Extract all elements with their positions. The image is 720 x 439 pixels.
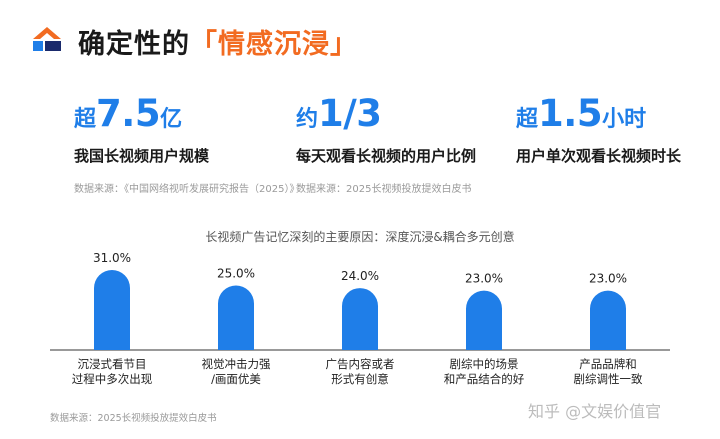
chart-title: 长视频广告记忆深刻的主要原因：深度沉浸&耦合多元创意 xyxy=(205,230,515,244)
stat-figure: 超1.5小时 xyxy=(516,92,681,135)
chart-bar xyxy=(94,270,130,350)
category-tick-label: 视觉冲击力强 xyxy=(202,357,271,371)
stat-number: 1/3 xyxy=(318,92,382,135)
category-tick-label: 剧综中的场景 xyxy=(450,357,519,371)
stat-figure: 约1/3 xyxy=(296,92,476,135)
page-title: 确定性的「情感沉浸」 xyxy=(78,22,358,61)
stat-suffix: 亿 xyxy=(160,107,183,132)
stat-source: 数据来源：2025长视频投放提效白皮书 xyxy=(296,184,472,195)
category-tick-label: /画面优美 xyxy=(211,372,261,386)
category-tick-label: 过程中多次出现 xyxy=(72,372,153,386)
category-tick-label: 和产品结合的好 xyxy=(444,372,525,386)
data-label: 25.0% xyxy=(217,266,255,280)
stat-source: 数据来源：《中国网络视听发展研究报告（2025）》 xyxy=(74,184,300,195)
category-tick-label: 产品品牌和 xyxy=(579,357,637,371)
stat-prefix: 超 xyxy=(516,107,539,132)
stat-description: 每天观看长视频的用户比例 xyxy=(296,147,477,165)
page-title-highlight: 「情感沉浸」 xyxy=(190,29,358,60)
chart-bar xyxy=(342,288,378,350)
category-tick-label: 广告内容或者 xyxy=(326,357,395,371)
stat-suffix: 小时 xyxy=(602,107,647,132)
brand-logo-icon xyxy=(33,27,61,51)
data-label: 23.0% xyxy=(465,272,503,286)
chart-bar xyxy=(466,290,502,350)
category-tick-label: 沉浸式看节目 xyxy=(78,357,147,371)
page-title-plain: 确定性的 xyxy=(78,29,190,60)
stat-figure: 超7.5亿 xyxy=(74,92,299,135)
footer-source: 数据来源：2025长视频投放提效白皮书 xyxy=(50,413,217,424)
stat-description: 用户单次观看长视频时长 xyxy=(516,147,682,165)
stat-daily-ratio: 约1/3 每天观看长视频的用户比例 数据来源：2025长视频投放提效白皮书 xyxy=(296,92,476,195)
category-tick-label: 剧综调性一致 xyxy=(574,372,643,386)
data-label: 23.0% xyxy=(589,272,627,286)
stat-prefix: 超 xyxy=(74,107,97,132)
chart-bar xyxy=(218,285,254,350)
category-tick-label: 形式有创意 xyxy=(331,372,389,386)
stat-description: 我国长视频用户规模 xyxy=(74,147,210,165)
chart-bar xyxy=(590,290,626,350)
stat-number: 1.5 xyxy=(538,92,603,135)
data-label: 31.0% xyxy=(93,251,131,265)
data-label: 24.0% xyxy=(341,269,379,283)
stat-watch-duration: 超1.5小时 用户单次观看长视频时长 xyxy=(516,92,681,166)
stat-user-scale: 超7.5亿 我国长视频用户规模 数据来源：《中国网络视听发展研究报告（2025）… xyxy=(74,92,299,195)
stat-prefix: 约 xyxy=(296,107,319,132)
watermark: 知乎 @文娱价值官 xyxy=(528,402,662,421)
stat-number: 7.5 xyxy=(96,92,161,135)
